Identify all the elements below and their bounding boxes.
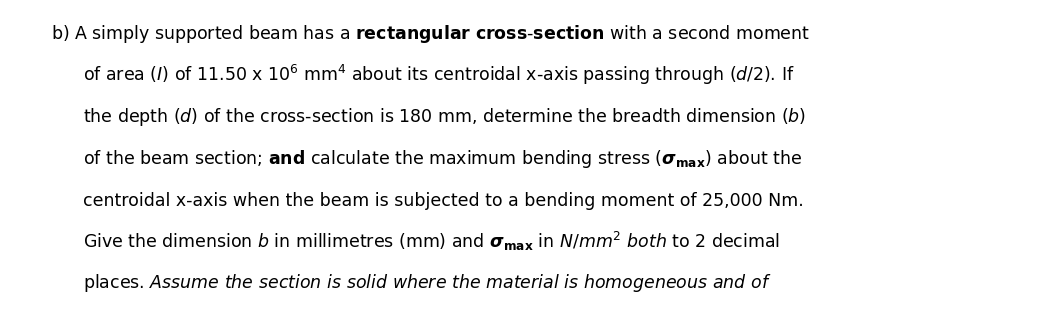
Text: b) A simply supported beam has a $\mathbf{rectangular\ cross\text{-}section}$ wi: b) A simply supported beam has a $\mathb… — [51, 23, 810, 45]
Text: Give the dimension $\mathit{b}$ in millimetres (mm) and $\boldsymbol{\sigma}_{\m: Give the dimension $\mathit{b}$ in milli… — [83, 230, 780, 253]
Text: of area ($\mathit{I}$) of 11.50 x 10$^{6}$ mm$^{4}$ about its centroidal x-axis : of area ($\mathit{I}$) of 11.50 x 10$^{6… — [83, 63, 794, 86]
Text: centroidal x-axis when the beam is subjected to a bending moment of 25,000 Nm.: centroidal x-axis when the beam is subje… — [83, 192, 804, 210]
Text: of the beam section; $\mathbf{and}$ calculate the maximum bending stress ($\bold: of the beam section; $\mathbf{and}$ calc… — [83, 148, 802, 170]
Text: the depth ($\mathit{d}$) of the cross-section is 180 mm, determine the breadth d: the depth ($\mathit{d}$) of the cross-se… — [83, 106, 806, 128]
Text: places. $\mathit{Assume\ the\ section\ is\ solid\ where\ the\ material\ is\ homo: places. $\mathit{Assume\ the\ section\ i… — [83, 272, 771, 294]
